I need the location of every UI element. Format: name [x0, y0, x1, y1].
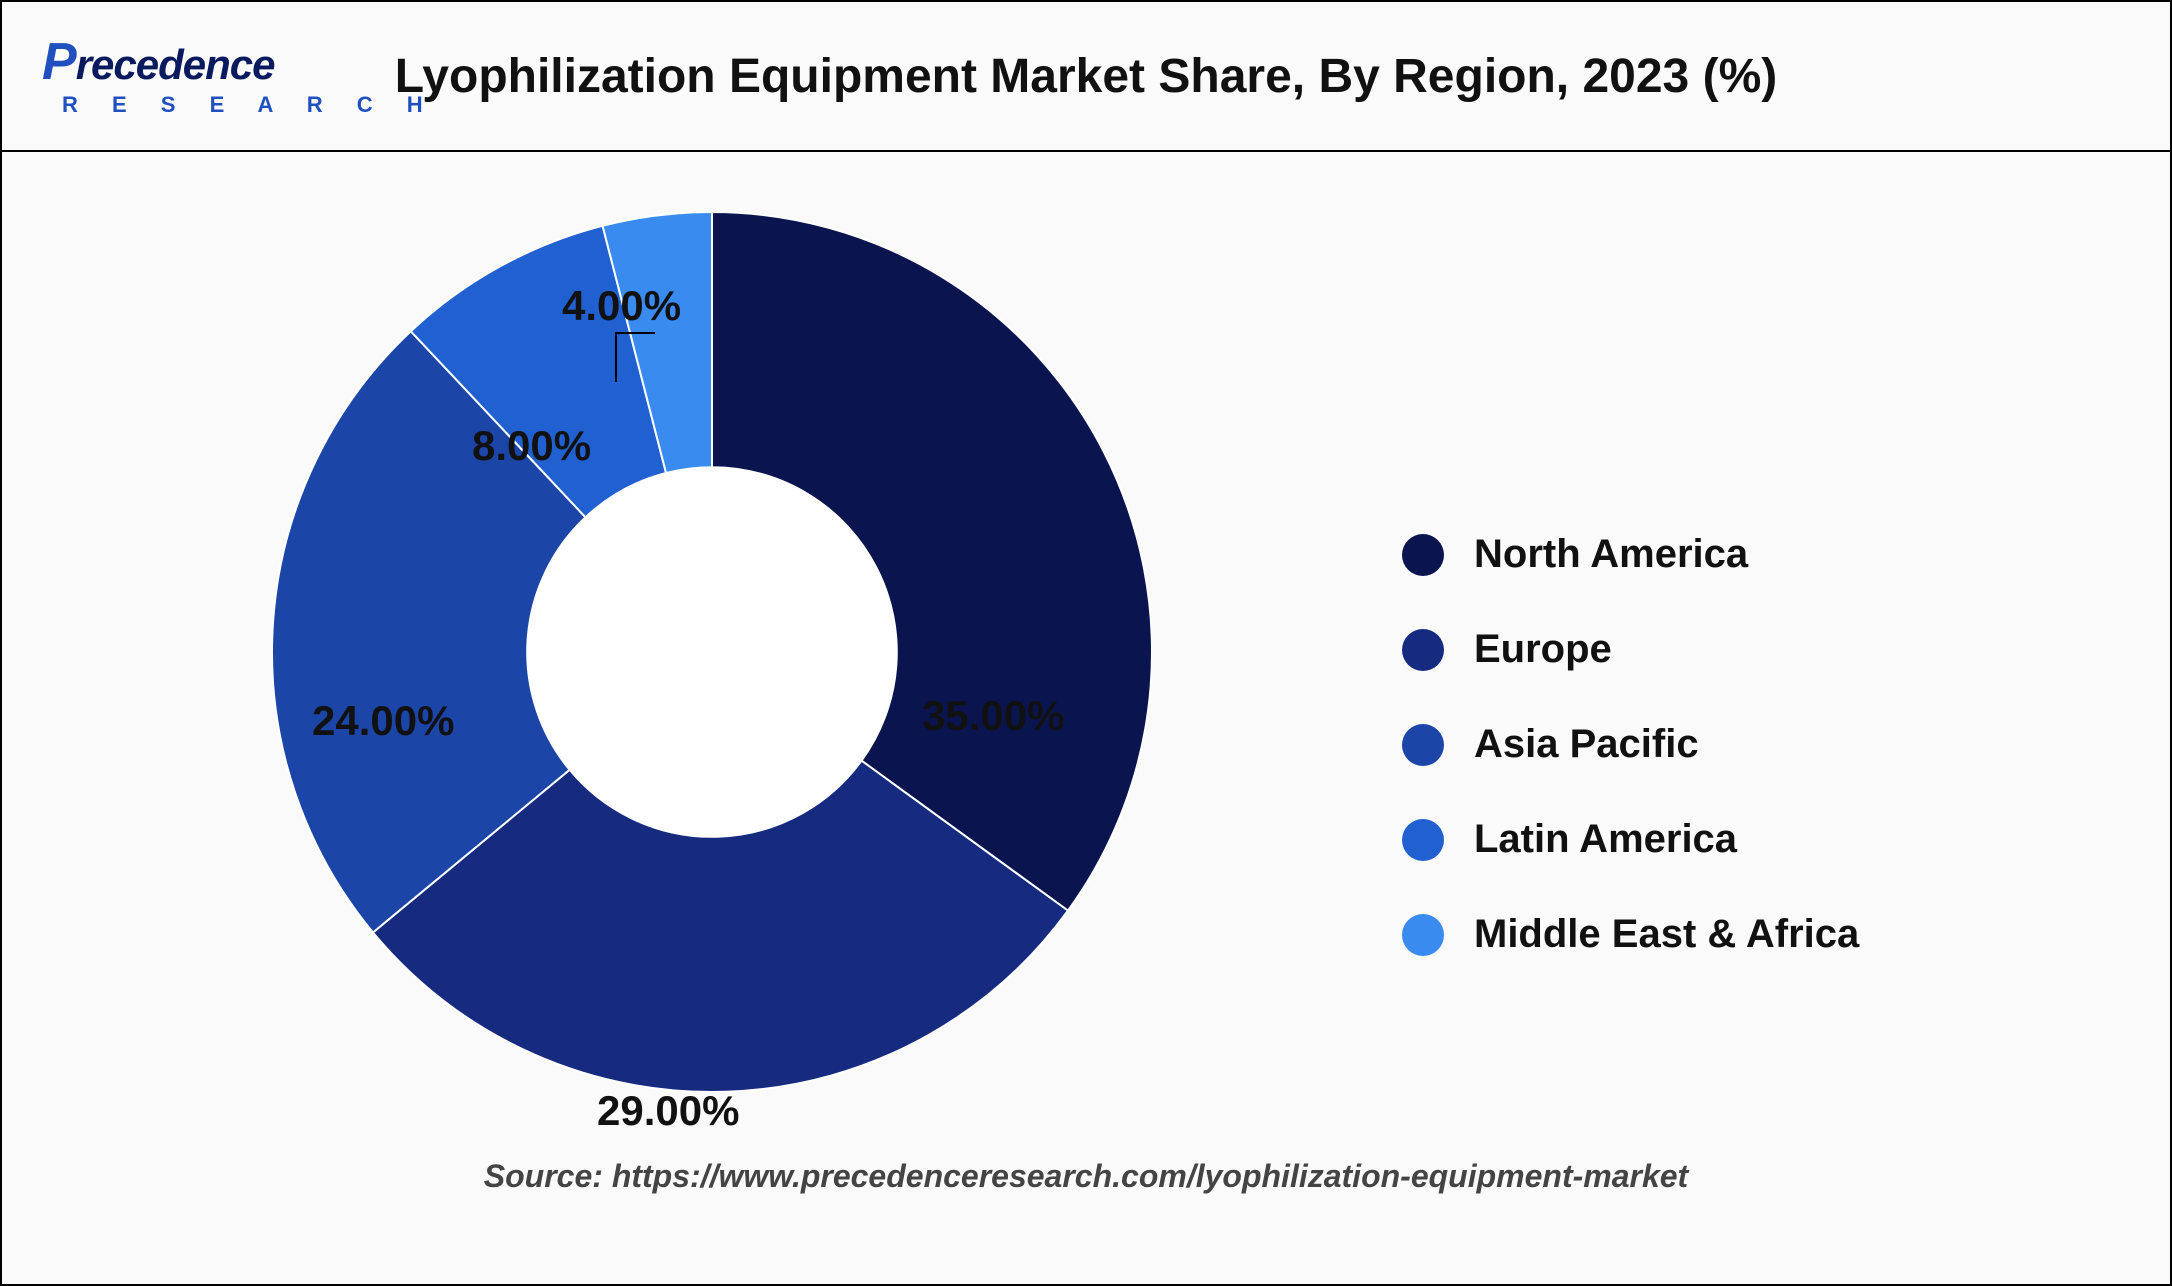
slice-label-ap: 24.00% — [312, 697, 454, 745]
legend-label-ap: Asia Pacific — [1474, 722, 1699, 767]
leader-line-h — [615, 332, 655, 334]
logo-subtext: R E S E A R C H — [62, 92, 437, 118]
legend-item-mea: Middle East & Africa — [1402, 912, 1859, 957]
source-footer: Source: https://www.precedenceresearch.c… — [2, 1140, 2170, 1212]
slice-label-la: 8.00% — [472, 422, 591, 470]
legend-item-la: Latin America — [1402, 817, 1859, 862]
legend-label-eu: Europe — [1474, 627, 1612, 672]
legend-swatch-eu — [1402, 629, 1444, 671]
legend-label-na: North America — [1474, 532, 1748, 577]
legend-item-ap: Asia Pacific — [1402, 722, 1859, 767]
donut-chart — [272, 212, 1152, 1092]
legend: North America Europe Asia Pacific Latin … — [1402, 532, 1859, 957]
legend-label-mea: Middle East & Africa — [1474, 912, 1859, 957]
legend-swatch-la — [1402, 819, 1444, 861]
logo-initial: P — [42, 32, 76, 92]
legend-item-na: North America — [1402, 532, 1859, 577]
chart-card: Precedence R E S E A R C H Lyophilizatio… — [0, 0, 2172, 1286]
slice-label-na: 35.00% — [922, 692, 1064, 740]
legend-swatch-mea — [1402, 914, 1444, 956]
slice-label-eu: 29.00% — [597, 1087, 739, 1135]
donut-svg — [272, 212, 1152, 1092]
header-bar: Precedence R E S E A R C H Lyophilizatio… — [2, 2, 2170, 152]
slice-label-mea: 4.00% — [562, 282, 681, 330]
leader-line-v — [615, 332, 617, 382]
legend-label-la: Latin America — [1474, 817, 1737, 862]
legend-swatch-na — [1402, 534, 1444, 576]
brand-logo: Precedence — [42, 32, 275, 92]
chart-body: 35.00% 29.00% 24.00% 8.00% 4.00% North A… — [2, 152, 2170, 1212]
legend-swatch-ap — [1402, 724, 1444, 766]
logo-rest: recedence — [76, 41, 275, 88]
legend-item-eu: Europe — [1402, 627, 1859, 672]
